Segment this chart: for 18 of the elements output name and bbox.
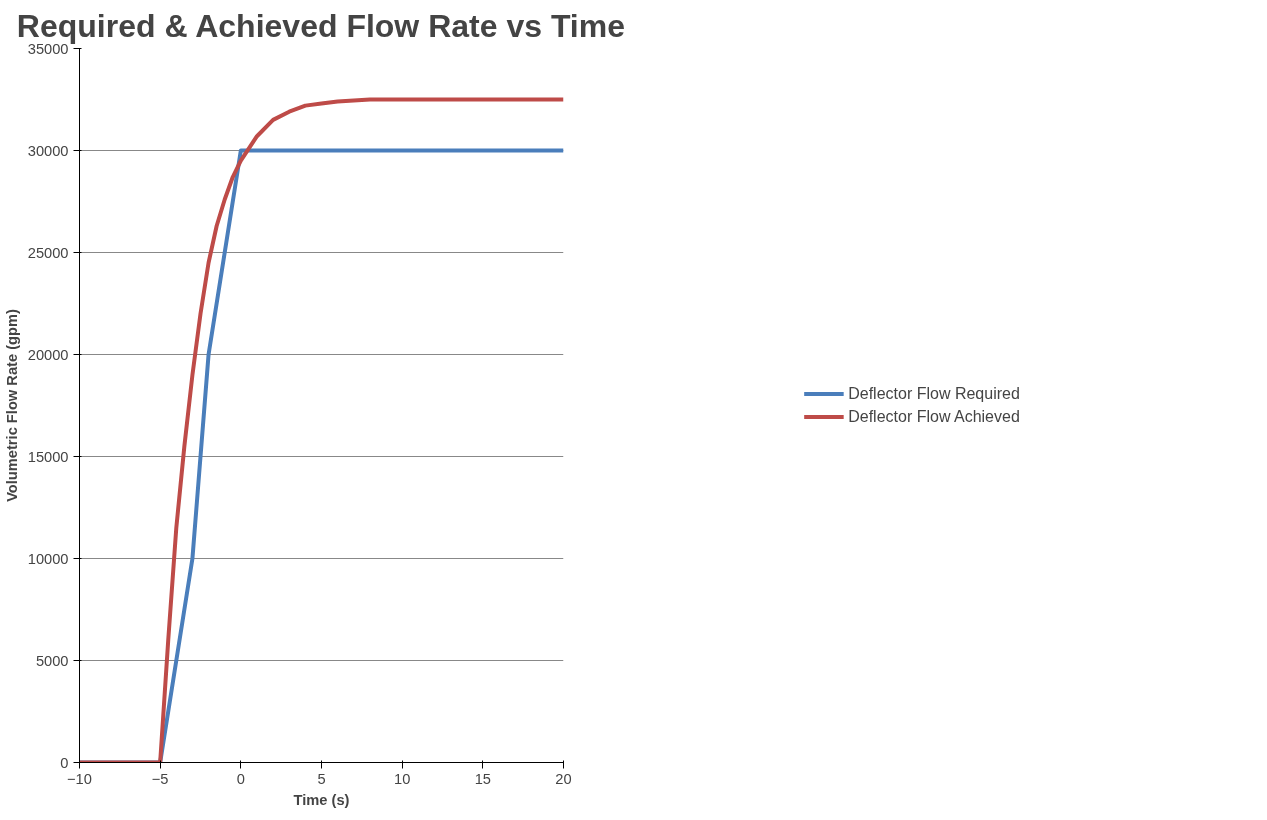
x-tick-label: 15: [474, 770, 491, 787]
x-axis-title: Time (s): [293, 791, 350, 808]
x-tick-label: −5: [151, 770, 169, 787]
x-tick-label: 20: [555, 770, 572, 787]
y-tick-label: 20000: [27, 346, 69, 363]
x-tick-label: 5: [317, 770, 326, 787]
y-tick-label: 10000: [27, 550, 69, 567]
x-tick-label: 10: [394, 770, 411, 787]
y-tick-label: 30000: [27, 142, 69, 159]
y-tick-label: 25000: [27, 244, 69, 261]
y-axis-title: Volumetric Flow Rate (gpm): [3, 309, 20, 502]
y-tick-label: 0: [60, 754, 69, 771]
y-tick-label: 5000: [35, 652, 69, 669]
x-tick-label: −10: [67, 770, 92, 787]
legend-label: Deflector Flow Achieved: [848, 407, 1020, 426]
legend-label: Deflector Flow Required: [848, 384, 1020, 403]
x-tick-label: 0: [236, 770, 245, 787]
y-tick-label: 15000: [27, 448, 69, 465]
